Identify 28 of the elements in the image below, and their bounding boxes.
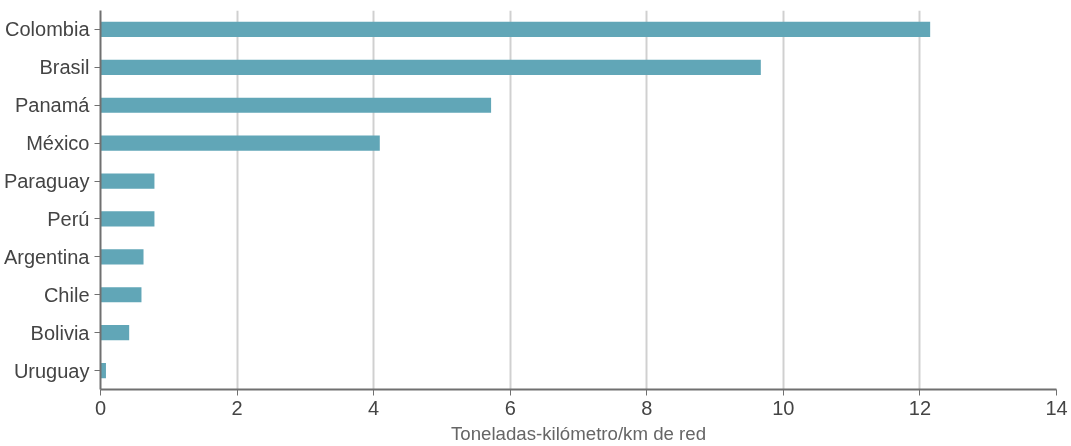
bar: [100, 21, 931, 38]
y-tick-label: Uruguay: [13, 359, 90, 382]
y-tick-label: Perú: [47, 207, 90, 230]
bar: [100, 325, 130, 341]
bar: [100, 287, 142, 303]
bar: [100, 211, 155, 227]
x-axis-title: Toneladas-kilómetro/km de red: [450, 422, 707, 444]
bar: [100, 135, 380, 151]
bar: [100, 59, 761, 75]
x-tick-label: 6: [504, 396, 516, 419]
bar: [100, 173, 155, 189]
y-tick-label: Bolivia: [30, 321, 91, 344]
bar: [100, 97, 492, 113]
y-tick-label: México: [26, 132, 90, 155]
y-tick-label: Paraguay: [3, 170, 90, 193]
y-tick-label: Colombia: [5, 18, 91, 41]
x-tick-label: 10: [772, 396, 795, 419]
x-tick-label: 0: [94, 396, 107, 419]
y-tick-label: Brasil: [39, 56, 90, 79]
y-tick-label: Panamá: [15, 94, 91, 117]
x-tick-label: 4: [368, 396, 380, 419]
y-tick-label: Argentina: [3, 245, 91, 268]
y-tick-label: Chile: [43, 283, 90, 306]
x-tick-label: 14: [1045, 396, 1068, 419]
x-tick-label: 12: [908, 396, 932, 419]
x-tick-label: 8: [641, 396, 653, 419]
bar: [100, 249, 144, 265]
x-tick-label: 2: [231, 396, 243, 419]
